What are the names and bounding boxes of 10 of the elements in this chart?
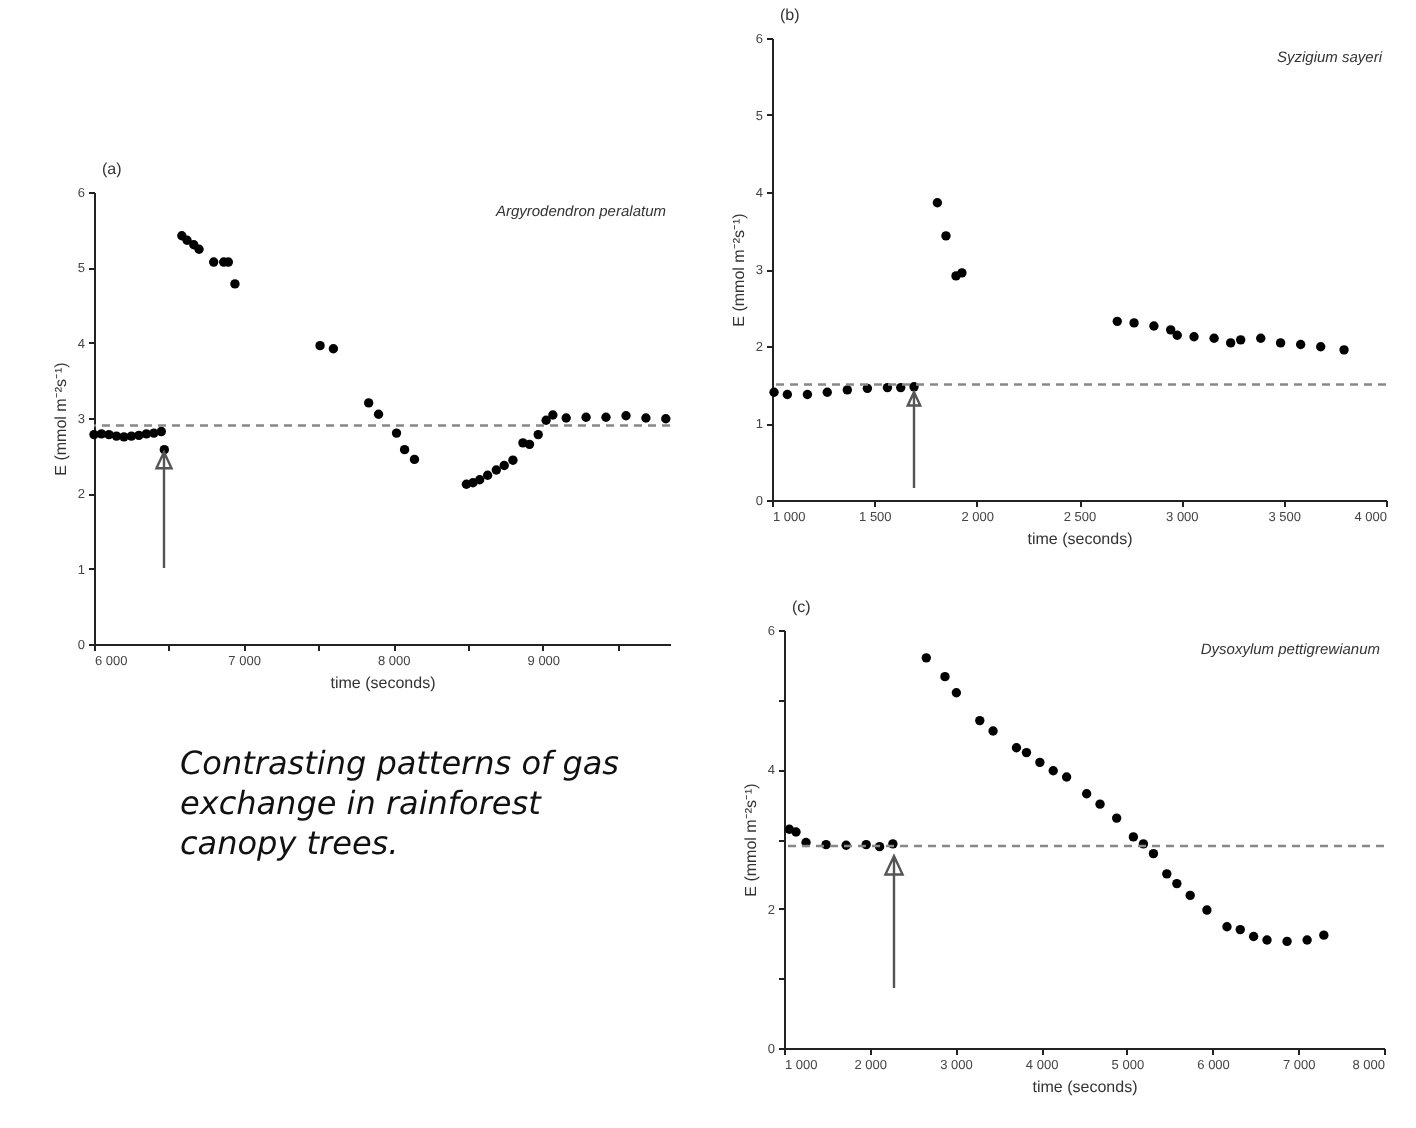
x-axis-title: time (seconds) bbox=[1027, 530, 1134, 548]
y-axis-title: E (mmol m⁻²s⁻¹) bbox=[729, 212, 748, 327]
y-axis-title: E (mmol m⁻²s⁻¹) bbox=[741, 782, 760, 897]
x-axis-title: time (seconds) bbox=[1032, 1078, 1139, 1096]
x-axis-title: time (seconds) bbox=[330, 674, 437, 692]
y-axis-title: E (mmol m⁻²s⁻¹) bbox=[51, 361, 70, 476]
chart-title: (b) bbox=[780, 6, 801, 24]
text: Contrasting patterns of gas exchange in rainforest canopy trees. bbox=[180, 744, 621, 864]
chart-title: (c) bbox=[792, 598, 812, 616]
chart-title: (a) bbox=[102, 160, 123, 178]
